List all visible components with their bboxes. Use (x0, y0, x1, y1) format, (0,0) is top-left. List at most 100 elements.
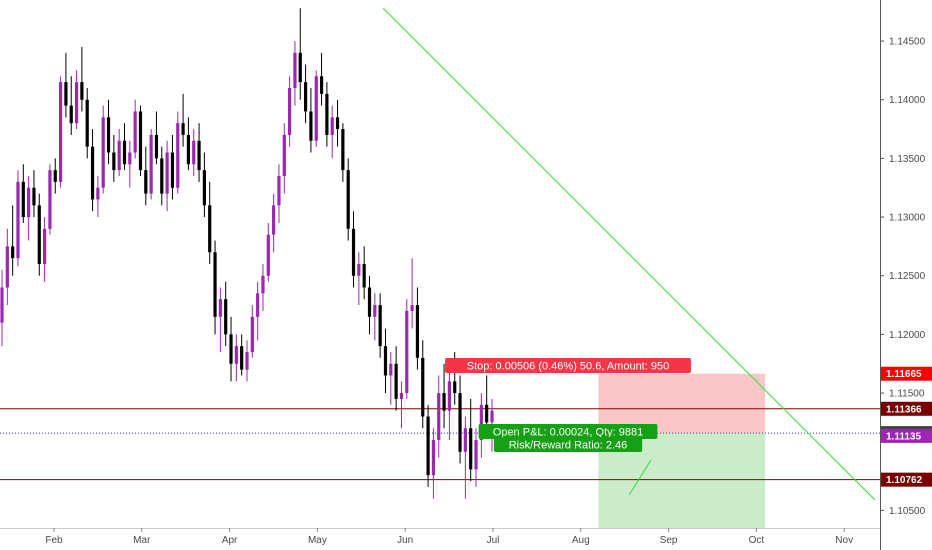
y-tick-label: 1.14000 (889, 95, 926, 106)
candle-body (485, 404, 489, 423)
price-badge (881, 401, 932, 416)
candle-body (410, 305, 414, 311)
candle-body (218, 299, 222, 317)
pnl-label-box (478, 424, 658, 439)
price-badge-label: 1.11135 (886, 431, 921, 442)
candle-body (101, 117, 105, 188)
candles (0, 8, 494, 499)
stop-label-box (445, 358, 691, 373)
candle-body (314, 76, 318, 141)
candle-body (21, 181, 25, 218)
candle-body (272, 205, 276, 235)
candle-body (394, 363, 398, 399)
y-tick-label: 1.14500 (889, 37, 926, 48)
candle-body (138, 111, 143, 171)
candle-body (80, 82, 84, 100)
candle-body (213, 252, 217, 317)
y-tick-label: 1.11500 (889, 389, 925, 400)
candle-body (181, 123, 185, 135)
candle-body (282, 134, 286, 176)
candle-body (117, 140, 121, 171)
candle-body (362, 264, 366, 288)
candle-body (383, 346, 388, 376)
candle-body (149, 134, 153, 194)
candle-body (453, 381, 457, 394)
candle-body (0, 287, 4, 323)
price-badge (881, 366, 932, 381)
candle-body (319, 76, 324, 94)
candle-body (48, 170, 52, 229)
trendline[interactable] (382, 7, 876, 501)
candle-body (43, 228, 47, 264)
candle-body (208, 205, 212, 253)
price-badge-label: 1.11665 (886, 369, 922, 380)
candle-body (357, 264, 361, 276)
x-tick-label: Nov (835, 535, 853, 546)
candle-body (90, 146, 95, 200)
candle-body (170, 152, 175, 188)
price-badge-label: 1.10762 (886, 475, 923, 486)
candle-body (367, 287, 372, 317)
time-axis[interactable]: Feb Mar Apr May Jun Jul Aug Sep Oct Nov (45, 528, 853, 546)
candle-body (330, 117, 334, 135)
candle-body (266, 234, 270, 276)
price-badge (881, 428, 932, 443)
candle-body (303, 82, 308, 112)
stop-label: Stop: 0.00506 (0.46%) 50.6, Amount: 950 (467, 361, 669, 373)
candle-body (346, 170, 350, 229)
candle-body (256, 293, 260, 317)
x-tick-label: Apr (222, 535, 238, 546)
candle-body (463, 428, 467, 452)
candle-body (32, 187, 36, 206)
x-tick-label: Aug (572, 535, 590, 546)
candle-body (293, 52, 297, 88)
position-labels: Stop: 0.00506 (0.46%) 50.6, Amount: 950 O… (445, 358, 691, 452)
candle-body (421, 357, 425, 417)
x-tick-label: Jun (397, 535, 413, 546)
candle-body (261, 275, 265, 294)
y-tick-label: 1.13500 (889, 154, 926, 165)
candle-body (399, 393, 404, 399)
price-axis[interactable]: 1.14500 1.14000 1.13500 1.13000 1.12500 1.120… (880, 37, 926, 517)
candle-body (325, 93, 329, 135)
candle-body (128, 152, 132, 165)
trendline[interactable] (628, 459, 652, 496)
candle-body (335, 117, 340, 130)
trendlines[interactable] (382, 7, 876, 501)
candle-body (16, 181, 20, 259)
candle-body (479, 404, 483, 440)
candle-body (474, 440, 478, 470)
candle-body (405, 310, 409, 394)
candle-body (426, 416, 430, 476)
candle-body (69, 105, 73, 124)
candle-body (341, 129, 345, 171)
candle-body (415, 305, 420, 358)
candle-body (442, 393, 446, 411)
stop-loss-zone[interactable] (598, 373, 766, 434)
candle-body (378, 305, 382, 347)
candle-body (277, 176, 281, 206)
candle-body (64, 82, 68, 106)
candle-body (309, 111, 313, 141)
price-badge-label: 1.11366 (886, 404, 922, 415)
candle-body (74, 82, 79, 124)
candle-body (437, 393, 441, 440)
candle-body (447, 381, 451, 411)
candle-body (469, 428, 473, 470)
candle-body (234, 346, 238, 364)
y-tick-label: 1.12500 (889, 271, 926, 282)
candle-body (250, 316, 254, 352)
x-tick-label: May (308, 535, 327, 546)
candle-body (165, 152, 169, 194)
candle-body (160, 158, 164, 194)
candle-body (240, 346, 244, 370)
candle-body (133, 111, 137, 153)
candle-body (112, 152, 116, 171)
candle-body (5, 246, 9, 288)
candle-body (122, 140, 127, 165)
candle-body (85, 99, 89, 147)
candle-body (288, 88, 292, 135)
